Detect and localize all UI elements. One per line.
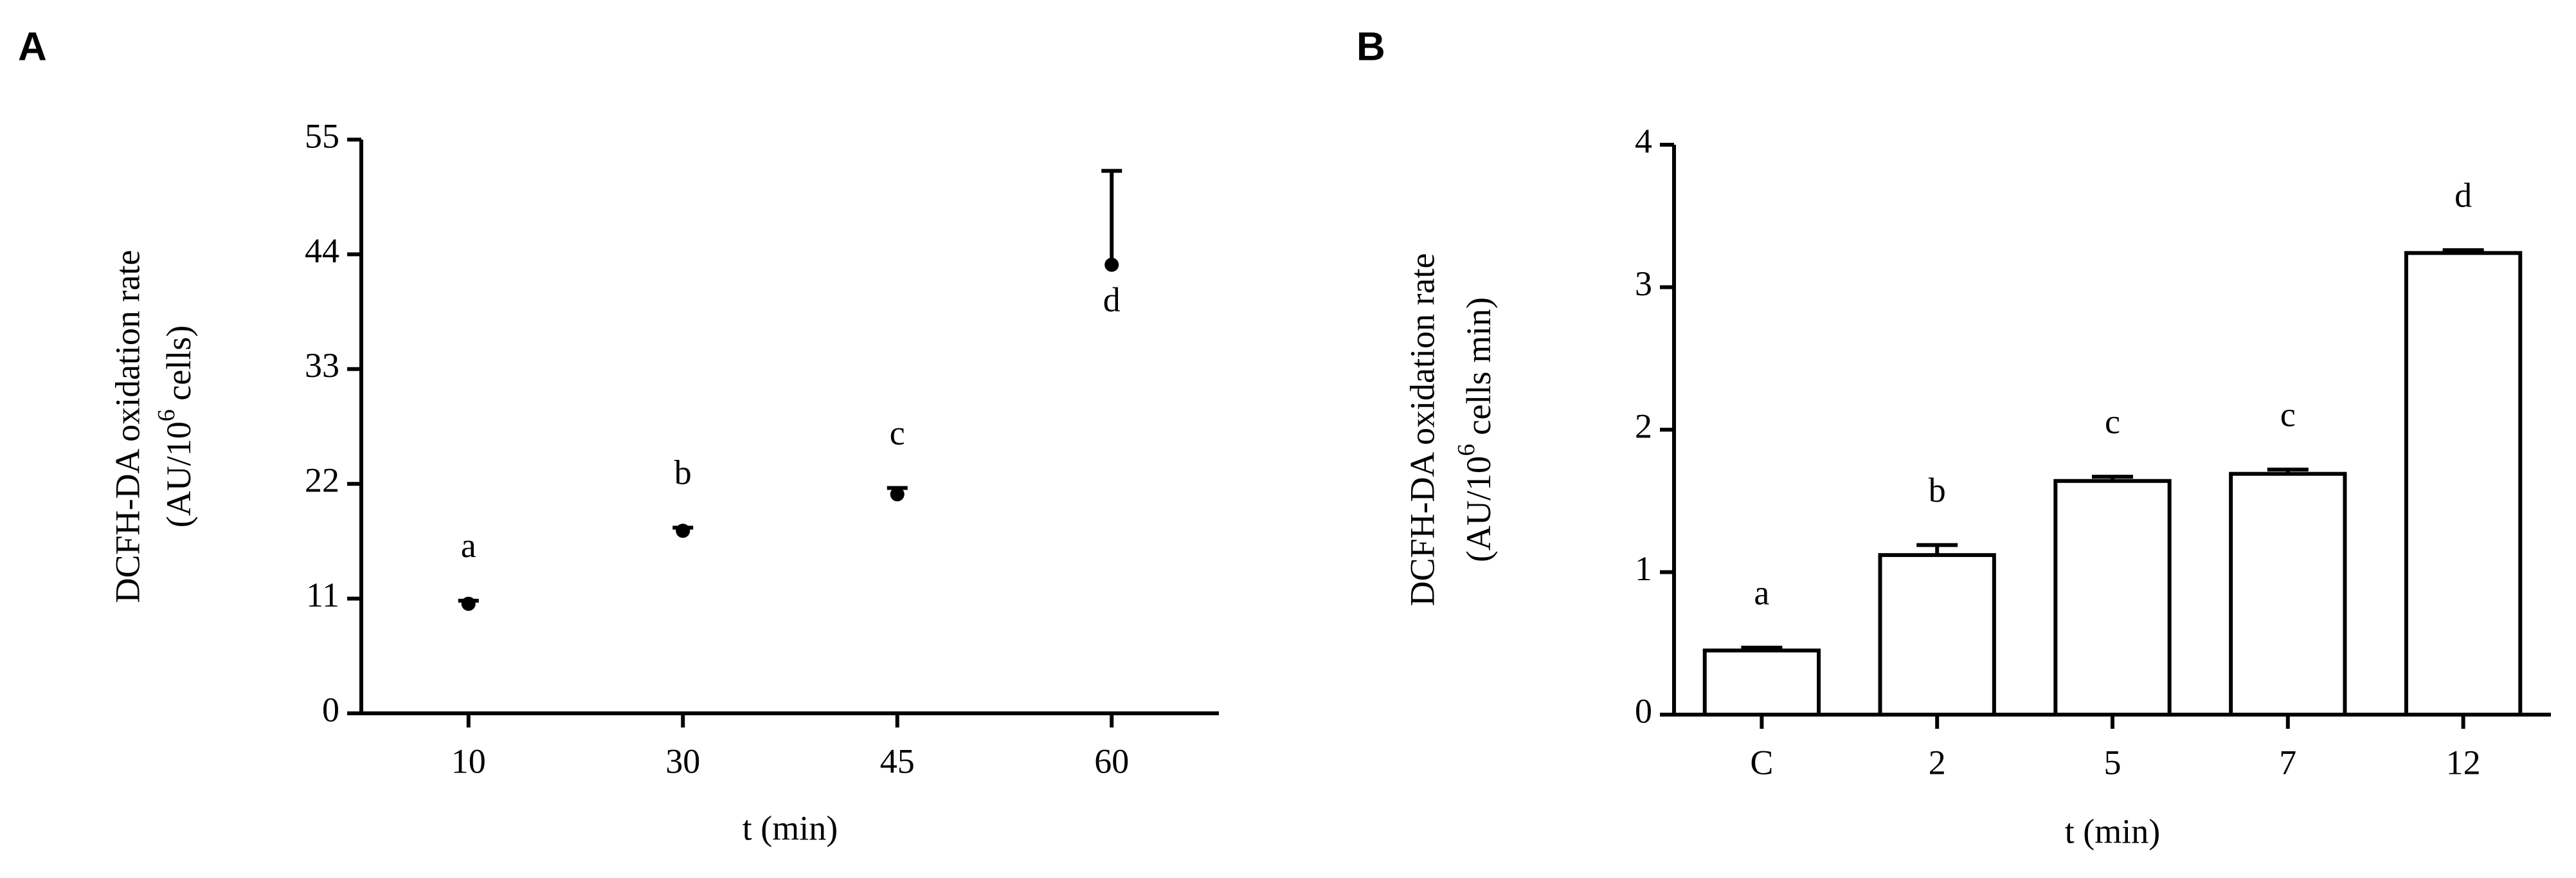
point	[461, 596, 476, 611]
annotation: b	[1929, 471, 1946, 509]
x-tick-label: 2	[1929, 743, 1946, 782]
y-axis-label: DCFH-DA oxidation rate	[108, 250, 147, 603]
y-tick-label: 0	[322, 690, 339, 729]
panel-label: B	[1356, 24, 1385, 69]
point	[676, 524, 690, 538]
panel-label: A	[18, 24, 47, 69]
bar	[1878, 553, 1996, 717]
annotation: b	[674, 453, 692, 492]
x-axis-label: t (min)	[2065, 812, 2160, 850]
y-axis-label-part: (AU/10	[159, 421, 198, 527]
y-axis-label: DCFH-DA oxidation rate	[1403, 253, 1441, 607]
y-axis-label-sup: 6	[1453, 444, 1480, 456]
x-tick-label: C	[1750, 743, 1773, 782]
y-tick-label: 55	[305, 116, 339, 155]
y-tick-label: 3	[1635, 264, 1652, 303]
x-axis-label: t (min)	[743, 809, 838, 847]
point	[1104, 257, 1119, 272]
y-axis-label-part: cells)	[159, 325, 198, 409]
bar	[2404, 251, 2523, 717]
x-tick-label: 7	[2279, 743, 2296, 782]
annotation: c	[890, 414, 905, 452]
x-tick-label: 5	[2104, 743, 2121, 782]
x-tick-label: 60	[1094, 742, 1129, 780]
annotation: d	[2454, 176, 2472, 214]
error-bar	[1101, 169, 1122, 265]
y-axis-label-part: cells min)	[1459, 297, 1498, 444]
y-tick-label: 2	[1635, 407, 1652, 445]
bar	[2053, 479, 2172, 717]
annotation: d	[1103, 280, 1121, 319]
bar	[2229, 471, 2347, 717]
y-tick-label: 1	[1635, 549, 1652, 588]
annotation: a	[1754, 573, 1769, 612]
annotation: c	[2280, 395, 2296, 434]
x-tick-label: 12	[2446, 743, 2481, 782]
y-axis-label-sup: 6	[153, 409, 180, 421]
x-tick-label: 30	[665, 742, 700, 780]
y-tick-label: 11	[306, 576, 339, 614]
y-tick-label: 33	[305, 346, 339, 385]
y-tick-label: 4	[1635, 122, 1652, 160]
point	[890, 487, 905, 502]
x-tick-label: 10	[451, 742, 486, 780]
y-tick-label: 22	[305, 461, 339, 500]
annotation: c	[2105, 402, 2120, 441]
bar	[1702, 648, 1821, 717]
y-axis-label: (AU/106 cells)	[153, 325, 199, 527]
y-tick-label: 0	[1635, 691, 1652, 730]
annotation: a	[461, 526, 476, 565]
y-axis-label: (AU/106 cells min)	[1453, 297, 1499, 562]
x-tick-label: 45	[880, 742, 915, 780]
y-tick-label: 44	[305, 232, 339, 270]
y-axis-label-part: (AU/10	[1459, 456, 1498, 562]
